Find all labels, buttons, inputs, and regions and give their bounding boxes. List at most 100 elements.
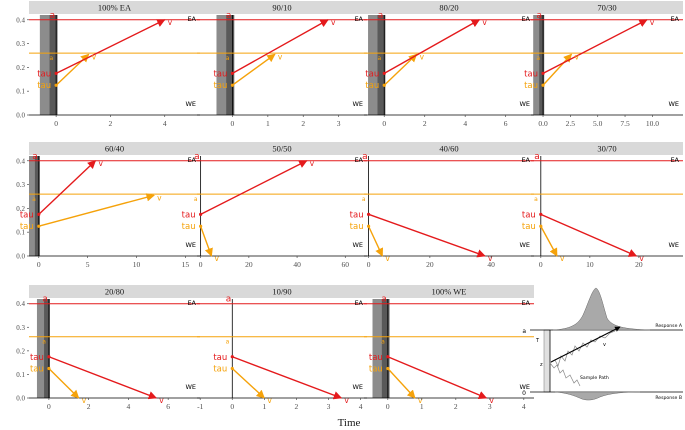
- nondecision-band-inner: [377, 15, 386, 115]
- corner-label-we: WE: [352, 383, 363, 391]
- label-tau-orange: tau: [350, 222, 364, 232]
- label-tau-red: tau: [37, 69, 51, 79]
- y-tick-label: 0.0: [16, 112, 25, 120]
- label-tau-red: tau: [213, 353, 227, 363]
- diagram-label-tau: T: [535, 338, 540, 344]
- facet-title: 30/70: [597, 144, 616, 154]
- label-v-orange: v: [560, 254, 565, 263]
- x-tick-label: 0: [47, 402, 51, 411]
- label-a-red: a: [226, 295, 232, 305]
- corner-label-ea: EA: [187, 15, 196, 23]
- facet-panel: 80/20 a EA WE a tau tau v v 0 2 4 6: [364, 1, 534, 128]
- label-tau-red: tau: [20, 210, 34, 220]
- x-tick-label: 0.0: [538, 119, 548, 128]
- label-tau-red: tau: [369, 353, 383, 363]
- red-drift-arrow: [383, 19, 481, 74]
- red-drift-arrow: [368, 213, 486, 258]
- label-v-orange: v: [92, 52, 97, 61]
- x-tick-label: 2.5: [566, 119, 576, 128]
- x-tick-label: 2: [454, 402, 458, 411]
- label-a-orange: a: [378, 55, 382, 62]
- x-tick-label: 40: [293, 260, 301, 269]
- label-a-orange: a: [362, 196, 366, 203]
- facet-strip: [364, 142, 534, 155]
- x-tick-label: 6: [504, 119, 508, 128]
- orange-drift-arrow: [199, 225, 213, 257]
- x-tick-label: 4: [127, 402, 131, 411]
- diagram-label-z: z: [540, 362, 543, 368]
- x-tick-label: 4: [163, 119, 167, 128]
- y-tick-label: 0.4: [16, 157, 25, 165]
- y-tick-label: 0.2: [16, 347, 25, 355]
- orange-drift-arrow: [387, 368, 416, 399]
- corner-label-we: WE: [668, 241, 679, 249]
- x-tick-label: 4: [522, 402, 526, 411]
- facet-title: 90/10: [272, 3, 291, 13]
- orange-drift-arrow: [383, 53, 418, 86]
- x-tick-label: 20: [635, 260, 643, 269]
- corner-label-we: WE: [352, 100, 363, 108]
- label-a-red: a: [381, 295, 387, 305]
- facet-title: 100% WE: [431, 287, 466, 297]
- label-tau-red: tau: [524, 69, 538, 79]
- red-drift-arrow: [48, 356, 158, 400]
- label-a-orange: a: [381, 339, 385, 346]
- label-a-orange: a: [226, 55, 230, 62]
- nondecision-band-inner: [49, 15, 58, 115]
- corner-label-we: WE: [519, 241, 530, 249]
- facet-title: 40/60: [439, 144, 458, 154]
- x-tick-label: 0: [54, 119, 58, 128]
- x-tick-label: 0: [37, 260, 41, 269]
- x-tick-label: 3: [327, 402, 331, 411]
- corner-label-we: WE: [185, 241, 196, 249]
- label-a-orange: a: [42, 339, 46, 346]
- corner-label-ea: EA: [521, 156, 530, 164]
- y-tick-label: 0.1: [16, 88, 25, 96]
- label-a-orange: a: [49, 55, 53, 62]
- corner-label-we: WE: [185, 100, 196, 108]
- x-tick-label: 1: [420, 402, 424, 411]
- facet-panel: 10/90 a EA WE a tau tau v v -1 0 1 2 3 4: [197, 285, 367, 411]
- upper-rt-distribution: [552, 287, 651, 331]
- x-tick-label: 0: [539, 260, 543, 269]
- label-tau-red: tau: [30, 353, 44, 363]
- facet-panel: 30/70 a EA WE a tau tau v v 0 10 20: [522, 142, 683, 269]
- facet-strip: [29, 285, 200, 298]
- x-tick-label: 10: [586, 260, 594, 269]
- red-drift-arrow: [540, 213, 638, 257]
- label-a-red: a: [32, 152, 38, 162]
- red-drift-arrow: [38, 160, 97, 215]
- label-v-red: v: [489, 396, 494, 405]
- red-drift-arrow: [200, 160, 308, 215]
- facet-strip: [531, 1, 683, 14]
- nondecision-band-inner: [34, 156, 40, 256]
- label-a-orange: a: [226, 339, 230, 346]
- x-tick-label: 2: [295, 402, 299, 411]
- corner-label-we: WE: [352, 241, 363, 249]
- y-tick-label: 0.2: [16, 64, 25, 72]
- diffusion-diagram: a 0 Tz v Response A Response B Sample Path: [522, 287, 683, 401]
- corner-label-ea: EA: [521, 299, 530, 307]
- label-tau-red: tau: [182, 210, 196, 220]
- facet-panel: 100% EA a EA WE a tau tau v v 0.0 0.1 0.2 0.3 0.4 0 2 4: [16, 1, 200, 128]
- x-tick-label: 0: [199, 260, 203, 269]
- label-tau-orange: tau: [522, 222, 536, 232]
- facet-strip: [197, 142, 367, 155]
- diagram-label-v: v: [603, 342, 606, 348]
- x-tick-label: 20: [426, 260, 434, 269]
- label-a-orange: a: [534, 196, 538, 203]
- label-tau-red: tau: [213, 69, 227, 79]
- label-v-orange: v: [385, 254, 390, 263]
- x-tick-label: 0: [382, 119, 386, 128]
- label-a-red: a: [378, 11, 384, 21]
- diagram-response-a: Response A: [655, 323, 683, 329]
- facet-title: 70/30: [597, 3, 616, 13]
- label-v-orange: v: [214, 254, 219, 263]
- nondecision-band-inner: [381, 299, 390, 398]
- x-tick-label: 2: [87, 402, 91, 411]
- label-a-red: a: [226, 11, 232, 21]
- diagram-label-0: 0: [522, 390, 526, 397]
- facet-strip: [197, 1, 367, 14]
